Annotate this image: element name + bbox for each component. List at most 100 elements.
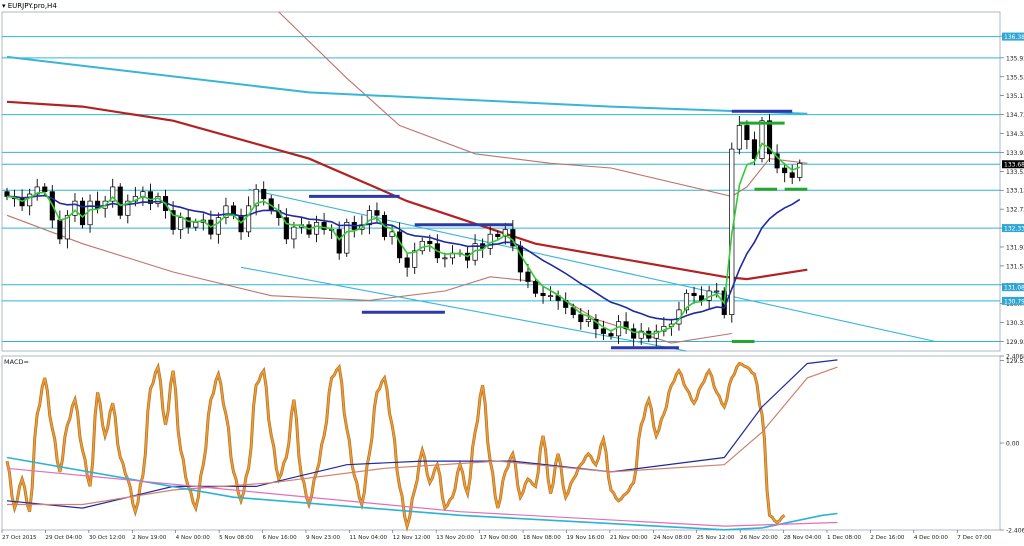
price-axis-label: 131.93 bbox=[1006, 244, 1024, 251]
time-axis-label: 25 Nov 12:00 bbox=[697, 535, 735, 541]
macd-line-macd_pink bbox=[6, 467, 838, 527]
candle-body bbox=[34, 186, 40, 195]
time-axis-label: 19 Nov 16:00 bbox=[566, 535, 604, 541]
candle-body bbox=[653, 330, 659, 339]
candle-body bbox=[314, 222, 320, 235]
candle-body bbox=[170, 210, 176, 230]
price-label-box bbox=[1002, 224, 1024, 233]
time-axis-label: 21 Nov 00:00 bbox=[610, 535, 648, 541]
candle-body bbox=[57, 219, 63, 240]
price-axis-label: 131.53 bbox=[1006, 263, 1024, 270]
time-axis-label: 9 Nov 23:00 bbox=[306, 535, 341, 541]
candle-body bbox=[751, 139, 758, 159]
price-label: 133.68 bbox=[1004, 162, 1024, 169]
candle-body bbox=[699, 295, 705, 301]
macd-line-macd_salmon bbox=[7, 366, 838, 506]
candle-body bbox=[525, 271, 531, 282]
candle-body bbox=[336, 229, 342, 254]
candle-body bbox=[4, 191, 10, 197]
candle-body bbox=[600, 328, 607, 334]
candle-body bbox=[42, 186, 48, 193]
candle-body bbox=[283, 217, 289, 240]
candle-body bbox=[125, 200, 131, 216]
candle-body bbox=[789, 172, 795, 178]
price-label: 136.38 bbox=[1004, 34, 1024, 41]
candle-body bbox=[442, 257, 448, 260]
candle-body bbox=[19, 198, 25, 207]
macd-line-macd_blue bbox=[6, 359, 838, 509]
candle-body bbox=[291, 226, 297, 240]
time-axis-label: 28 Nov 04:00 bbox=[784, 535, 822, 541]
candle-body bbox=[714, 290, 720, 293]
price-axis-label: 130.33 bbox=[1006, 320, 1024, 327]
time-axis-label: 11 Nov 04:00 bbox=[349, 535, 387, 541]
time-axis-label: 18 Nov 08:00 bbox=[523, 535, 561, 541]
candle-body bbox=[797, 162, 803, 178]
macd-title: MACD= bbox=[4, 358, 29, 366]
price-axis-label: 129.53 bbox=[1006, 358, 1024, 365]
time-axis-label: 2 Dec 16:00 bbox=[870, 535, 905, 541]
price-axis-label: 133.93 bbox=[1006, 150, 1024, 157]
price-axis-label: 134.33 bbox=[1006, 131, 1024, 138]
price-axis-label: 134.73 bbox=[1006, 112, 1024, 119]
candle-body bbox=[344, 222, 350, 254]
macd-oscillator-outline bbox=[5, 361, 786, 532]
candle-body bbox=[427, 240, 433, 245]
candle-body bbox=[615, 321, 622, 337]
price-axis-label: 135.13 bbox=[1006, 93, 1024, 100]
candle-body bbox=[110, 186, 116, 202]
chart-title-arrow: ▾ bbox=[2, 2, 6, 10]
candle-body bbox=[585, 318, 591, 323]
candle-body bbox=[631, 328, 637, 339]
time-axis-label: 26 Nov 20:00 bbox=[740, 535, 778, 541]
candle-body bbox=[321, 222, 327, 230]
macd-line-macd_cyan bbox=[6, 456, 838, 531]
candle-body bbox=[72, 200, 78, 216]
candle-body bbox=[215, 217, 221, 235]
candle-body bbox=[683, 292, 690, 311]
candle-body bbox=[389, 231, 395, 237]
candle-body bbox=[374, 210, 380, 216]
candle-body bbox=[782, 167, 788, 174]
price-label: 132.33 bbox=[1004, 226, 1024, 233]
time-axis-label: 7 Dec 07:00 bbox=[957, 535, 992, 541]
candle-body bbox=[759, 120, 765, 159]
price-axis-label: 133.53 bbox=[1006, 169, 1024, 176]
candle-body bbox=[736, 125, 742, 150]
price-axis-label: 133.13 bbox=[1006, 188, 1024, 195]
macd-axis-label: -2.4068 bbox=[1006, 528, 1024, 535]
chart-title: ▾ EURJPY.pro,H4 bbox=[2, 2, 57, 10]
candle-body bbox=[495, 233, 501, 237]
candle-body bbox=[608, 333, 614, 337]
price-axis-label: 129.93 bbox=[1006, 339, 1024, 346]
price-label: 131.08 bbox=[1004, 285, 1024, 292]
price-axis-label: 135.93 bbox=[1006, 55, 1024, 62]
candle-body bbox=[117, 186, 123, 216]
time-axis-label: 29 Oct 04:00 bbox=[45, 535, 82, 541]
time-axis-label: 24 Nov 08:00 bbox=[653, 535, 691, 541]
macd-pane-frame bbox=[1, 355, 1001, 531]
candle-body bbox=[691, 292, 697, 297]
candle-body bbox=[412, 250, 418, 268]
time-axis-label: 4 Dec 00:00 bbox=[914, 535, 949, 541]
price-label: 130.79 bbox=[1004, 298, 1024, 305]
candle-body bbox=[623, 321, 629, 330]
time-axis-label: 5 Nov 08:00 bbox=[219, 535, 254, 541]
candle-body bbox=[27, 193, 33, 207]
candle-body bbox=[261, 188, 267, 200]
moving-average-blue bbox=[6, 194, 801, 321]
time-axis-label: 2 Nov 19:00 bbox=[132, 535, 167, 541]
time-axis-label: 4 Nov 00:00 bbox=[176, 535, 211, 541]
candle-body bbox=[774, 153, 780, 169]
price-axis-label: 135.53 bbox=[1006, 74, 1024, 81]
time-axis-label: 6 Nov 16:00 bbox=[263, 535, 298, 541]
candle-body bbox=[64, 214, 70, 240]
macd-axis-label: 2.4068 bbox=[1006, 354, 1024, 361]
moving-average-green bbox=[6, 142, 801, 336]
candle-body bbox=[744, 125, 750, 141]
macd-axis-label: 0.00 bbox=[1006, 441, 1020, 448]
symbol-title: EURJPY.pro,H4 bbox=[7, 2, 57, 10]
candle-body bbox=[193, 222, 199, 228]
candle-body bbox=[253, 188, 259, 207]
